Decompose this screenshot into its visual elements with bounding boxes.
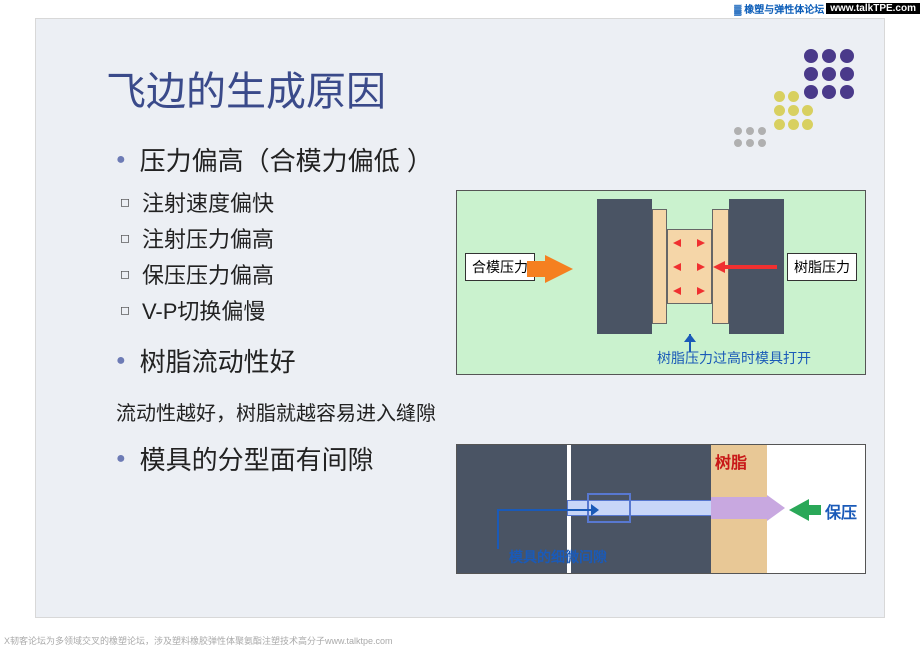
label-hold-pressure: 保压	[825, 499, 857, 523]
bullet-sub-2: 注射压力偏高	[120, 222, 436, 254]
bullet-sub-1: 注射速度偏快	[120, 186, 436, 218]
diagram-mold-pressure: 合模压力 树脂压力 树脂压力过高时模具打开	[456, 190, 866, 375]
decor-dots	[734, 49, 854, 149]
label-clamp-pressure: 合模压力	[465, 253, 535, 281]
slide: 飞边的生成原因 压力偏高（合模力偏低 ） 注射速度偏快 注射压力偏高 保压压力偏…	[35, 18, 885, 618]
top-banner: ▓ 橡塑与弹性体论坛 www.talkTPE.com	[732, 0, 920, 16]
label-resin-pressure: 树脂压力	[787, 253, 857, 281]
banner-right-text: www.talkTPE.com	[826, 3, 920, 14]
bullet-main-1: 压力偏高（合模力偏低 ）	[116, 141, 834, 178]
slide-title: 飞边的生成原因	[106, 59, 834, 117]
content-area: 压力偏高（合模力偏低 ） 注射速度偏快 注射压力偏高 保压压力偏高 V-P切换偏…	[116, 141, 834, 574]
note-text: 流动性越好，树脂就越容易进入缝隙	[116, 397, 834, 426]
diagram-mold-gap: 树脂 保压 模具的细微间隙	[456, 444, 866, 574]
banner-left-text: ▓ 橡塑与弹性体论坛	[732, 1, 826, 16]
bullet-sub-3: 保压压力偏高	[120, 258, 436, 290]
label-resin: 树脂	[715, 449, 747, 473]
bullet-main-3: 模具的分型面有间隙	[116, 440, 436, 477]
diagram2-caption: 模具的细微间隙	[509, 547, 607, 567]
diagram1-caption: 树脂压力过高时模具打开	[657, 348, 811, 368]
footer-text: X韧客论坛为多领域交叉的橡塑论坛，涉及塑料橡胶弹性体聚氨酯注塑技术高分子www.…	[4, 634, 393, 647]
bullet-sub-4: V-P切换偏慢	[120, 294, 436, 326]
sub-bullet-list: 注射速度偏快 注射压力偏高 保压压力偏高 V-P切换偏慢 树脂流动性好	[116, 186, 436, 387]
bullet-main-2: 树脂流动性好	[116, 342, 436, 379]
